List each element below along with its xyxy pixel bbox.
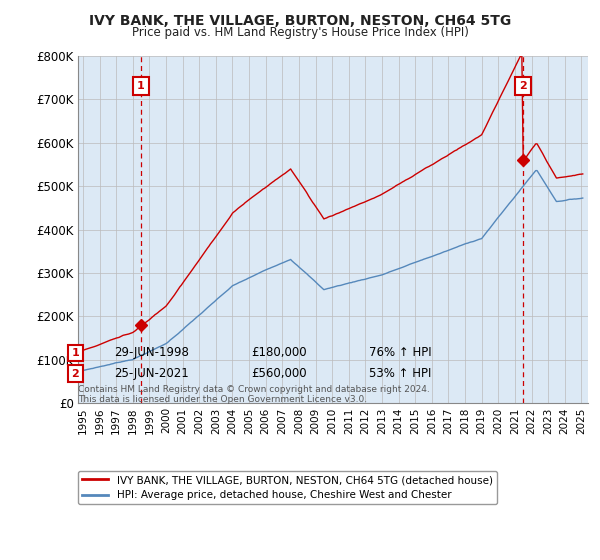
Legend: IVY BANK, THE VILLAGE, BURTON, NESTON, CH64 5TG (detached house), HPI: Average p: IVY BANK, THE VILLAGE, BURTON, NESTON, C… <box>78 471 497 505</box>
Text: 2: 2 <box>519 81 527 91</box>
Text: Price paid vs. HM Land Registry's House Price Index (HPI): Price paid vs. HM Land Registry's House … <box>131 26 469 39</box>
Text: IVY BANK, THE VILLAGE, BURTON, NESTON, CH64 5TG: IVY BANK, THE VILLAGE, BURTON, NESTON, C… <box>89 14 511 28</box>
Text: 1: 1 <box>71 348 79 358</box>
Text: 25-JUN-2021: 25-JUN-2021 <box>114 367 188 380</box>
Text: 1: 1 <box>137 81 145 91</box>
Text: £560,000: £560,000 <box>251 367 307 380</box>
Text: 2: 2 <box>71 368 79 379</box>
Text: 29-JUN-1998: 29-JUN-1998 <box>114 346 188 360</box>
Text: 53% ↑ HPI: 53% ↑ HPI <box>368 367 431 380</box>
Text: £180,000: £180,000 <box>251 346 307 360</box>
Text: 76% ↑ HPI: 76% ↑ HPI <box>368 346 431 360</box>
Text: Contains HM Land Registry data © Crown copyright and database right 2024.
This d: Contains HM Land Registry data © Crown c… <box>78 385 430 404</box>
